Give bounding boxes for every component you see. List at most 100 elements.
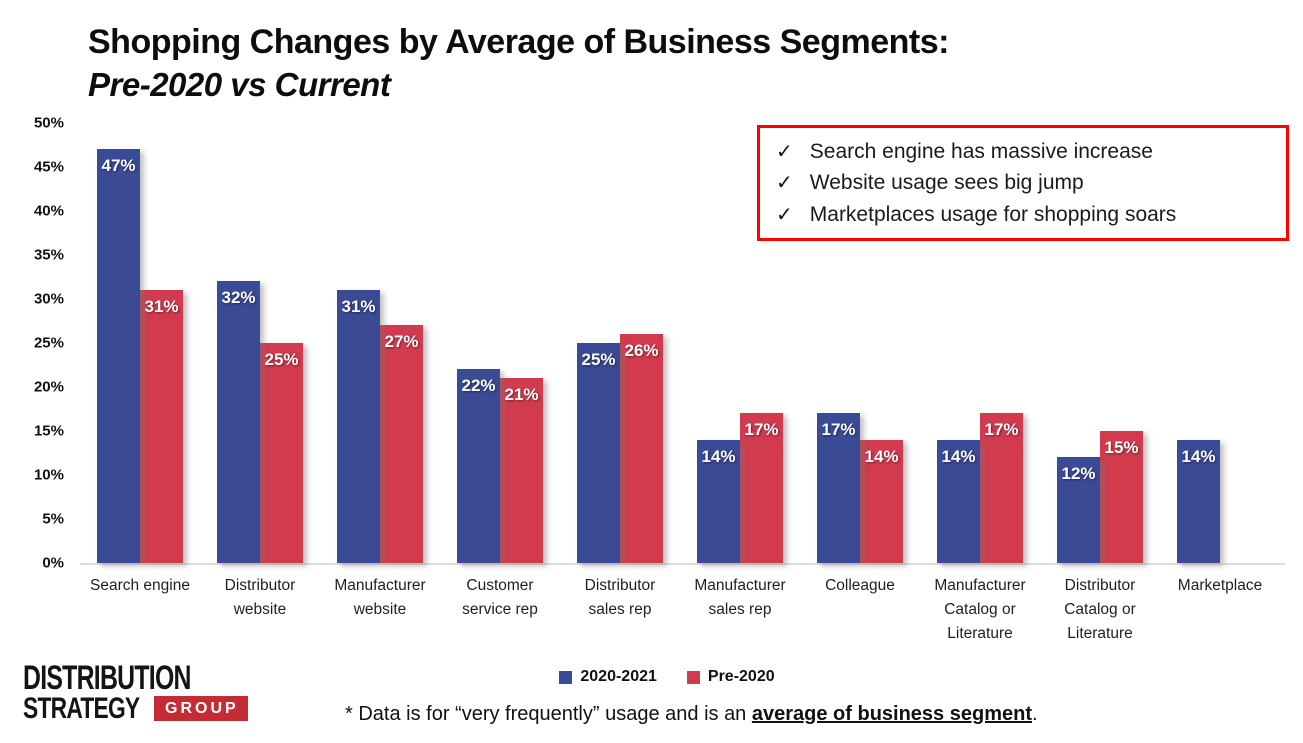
bar-current: 14% (697, 439, 740, 563)
bar-pre2020: 17% (740, 413, 783, 563)
bar-group: 32% 25% (200, 123, 320, 563)
bar-value-label: 17% (821, 420, 856, 440)
footnote-period: . (1031, 703, 1038, 725)
category-label: Marketplace (1177, 577, 1263, 594)
bar-group: 12% 15% (1040, 123, 1160, 563)
bar-groups: 47% 31% 32% 25% 31% 27% 22% 21% 25% 26% 14% 17% 17% 1… (80, 123, 1280, 563)
callout-item: ✓ Marketplaces usage for shopping soars (776, 203, 1280, 227)
bar-current: 47% (97, 149, 140, 563)
callout-text: Marketplaces usage for shopping soars (809, 202, 1177, 226)
bar-pre2020: 27% (380, 325, 423, 563)
checkmark-icon: ✓ (776, 203, 793, 226)
bar-pre2020: 15% (1100, 431, 1143, 563)
bar-group: 17% 14% (800, 123, 920, 563)
footnote-text: * Data is for “very frequently” usage an… (345, 703, 752, 725)
category-axis: Search engine Distributor website Manufact… (80, 574, 1280, 646)
checkmark-icon: ✓ (776, 172, 793, 194)
legend-item: 2020-2021 (559, 668, 657, 686)
bar-current: 14% (937, 439, 980, 563)
bar-group: 14% (1160, 123, 1280, 563)
bar-value-label: 15% (1104, 438, 1139, 457)
y-tick-label: 40% (33, 202, 64, 220)
category-label: Manufacturer website (334, 577, 426, 619)
bar-value-label: 21% (504, 385, 539, 405)
bar-value-label: 17% (984, 420, 1019, 440)
category-label: Distributor Catalog or Literature (1064, 577, 1136, 643)
y-tick-label: 0% (42, 554, 64, 572)
bar-value-label: 31% (341, 297, 376, 317)
legend-label: 2020-2021 (580, 668, 657, 685)
bar-pre2020: 21% (500, 378, 543, 563)
bar-group: 14% 17% (680, 123, 800, 563)
bar-value-label: 12% (1061, 464, 1096, 484)
y-tick-label: 15% (33, 422, 64, 440)
bar-current: 32% (217, 281, 260, 563)
category-label: Manufacturer Catalog or Literature (934, 577, 1026, 643)
callout-item: ✓ Website usage sees big jump (776, 171, 1280, 195)
bar-pre2020: 17% (980, 413, 1023, 563)
plot-area: 47% 31% 32% 25% 31% 27% 22% 21% 25% 26% 14% 17% 17% 1… (80, 123, 1280, 563)
bar-group: 31% 27% (320, 123, 440, 563)
y-tick-label: 50% (33, 114, 64, 132)
logo-line2: STRATEGY (23, 692, 140, 725)
y-tick-label: 30% (33, 290, 64, 308)
bar-value-label: 25% (581, 350, 616, 369)
y-tick-label: 20% (33, 378, 64, 396)
bar-pre2020: 25% (260, 343, 303, 563)
category-label: Distributor website (224, 577, 296, 619)
callout-text: Website usage sees big jump (809, 171, 1084, 194)
bar-current: 25% (577, 343, 620, 563)
bar-value-label: 14% (1181, 446, 1216, 466)
bar-value-label: 22% (461, 376, 496, 396)
logo-line1: DISTRIBUTION (23, 659, 191, 697)
chart-title-line1: Shopping Changes by Average of Business … (88, 23, 949, 61)
bar-value-label: 14% (941, 446, 976, 466)
y-tick-label: 35% (33, 246, 64, 264)
company-logo: DISTRIBUTION STRATEGY GROUP (23, 659, 263, 729)
category-label: Customer service rep (462, 577, 538, 619)
legend-item: Pre-2020 (686, 668, 775, 686)
category-label: Manufacturer sales rep (694, 577, 786, 619)
category-label: Search engine (90, 577, 190, 594)
bar-group: 47% 31% (80, 123, 200, 563)
bar-group: 25% 26% (560, 123, 680, 563)
checkmark-icon: ✓ (776, 140, 793, 163)
bar-pre2020: 14% (860, 439, 903, 563)
y-tick-label: 25% (33, 334, 64, 352)
bar-group: 14% 17% (920, 123, 1040, 563)
bar-current: 22% (457, 369, 500, 563)
category-label: Colleague (825, 577, 895, 594)
callout-item: ✓ Search engine has massive increase (776, 140, 1280, 164)
bar-current: 31% (337, 290, 380, 563)
bar-value-label: 27% (384, 332, 419, 352)
callout-text: Search engine has massive increase (809, 139, 1153, 163)
y-tick-label: 5% (42, 510, 64, 528)
callout-box: ✓ Search engine has massive increase ✓ Webs… (757, 125, 1289, 241)
legend-label: Pre-2020 (707, 668, 775, 685)
bar-value-label: 25% (264, 350, 299, 369)
bar-value-label: 26% (624, 341, 659, 361)
x-axis-line (80, 563, 1285, 565)
legend: 2020-2021 Pre-2020 (27, 668, 1303, 686)
bar-value-label: 14% (864, 446, 899, 466)
bar-value-label: 32% (221, 288, 256, 308)
bar-value-label: 14% (701, 446, 736, 466)
chart-title-line2: Pre-2020 vs Current (88, 66, 391, 104)
bar-current: 17% (817, 413, 860, 563)
bar-value-label: 31% (144, 297, 179, 317)
y-axis: 0% 5% 10% 15% 20% 25% 30% 35% 40% 45% 50% (0, 115, 64, 572)
y-tick-label: 10% (33, 466, 64, 484)
bar-pre2020: 26% (620, 334, 663, 563)
bar-pre2020: 31% (140, 290, 183, 563)
bar-current: 14% (1177, 439, 1220, 563)
logo-group-badge: GROUP (154, 696, 248, 721)
footnote: * Data is for “very frequently” usage an… (345, 703, 1038, 726)
bar-value-label: 47% (101, 156, 136, 176)
bar-value-label: 17% (744, 420, 779, 440)
legend-swatch (686, 670, 700, 684)
footnote-emphasis: average of business segment (751, 703, 1032, 725)
bar-group: 22% 21% (440, 123, 560, 563)
y-tick-label: 45% (33, 158, 64, 176)
chart-title: Shopping Changes by Average of Business … (88, 20, 949, 107)
